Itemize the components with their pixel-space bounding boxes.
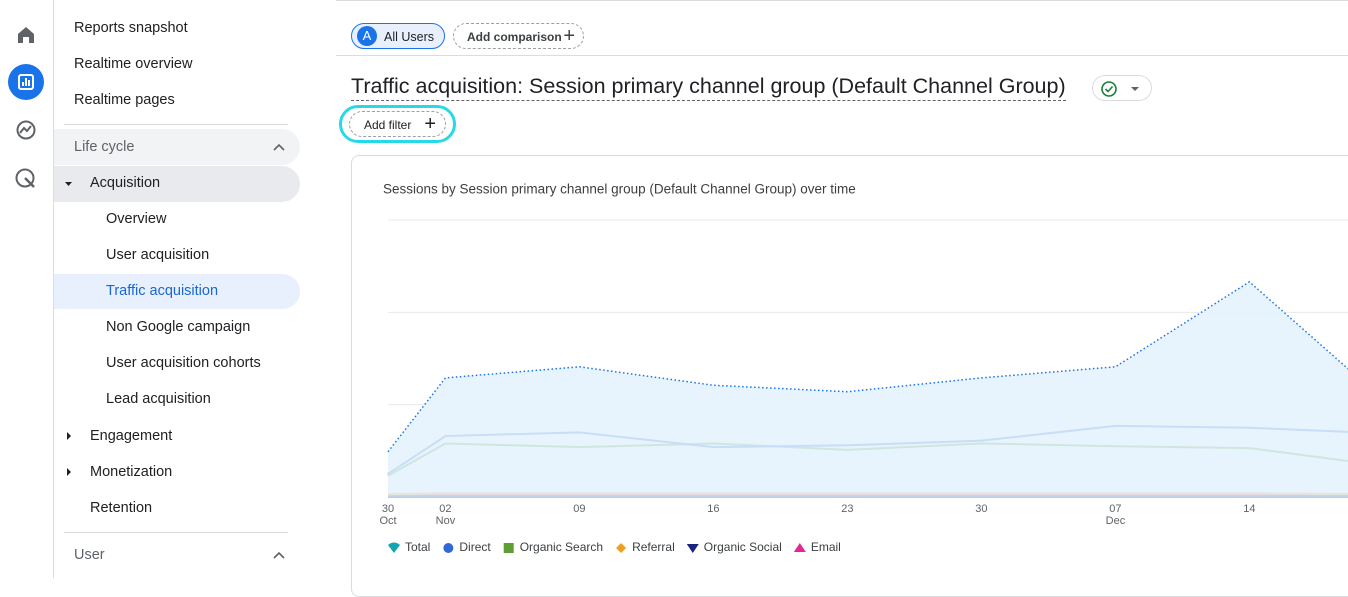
nav-item[interactable]: Overview — [106, 211, 167, 227]
nav-item[interactable]: Traffic acquisition — [106, 283, 219, 299]
nav-group[interactable]: Engagement — [90, 428, 173, 444]
x-tick-label: 14 — [1243, 503, 1255, 515]
legend-marker — [793, 543, 806, 552]
collapse-icon[interactable] — [272, 549, 286, 561]
legend: Total Direct Organic Search Referral Organic… — [388, 540, 841, 554]
section-title[interactable]: Life cycle — [74, 139, 135, 155]
reports-bars — [22, 78, 30, 86]
report-title[interactable]: Traffic acquisition: Session primary cha… — [351, 72, 1066, 101]
nav-item[interactable]: User acquisition — [106, 247, 210, 263]
add-comparison-label: Add comparison — [467, 30, 562, 44]
total-area — [388, 281, 1348, 497]
legend-marker — [503, 543, 514, 553]
expand-icon[interactable] — [65, 467, 73, 477]
plus-icon: + — [563, 25, 575, 47]
x-tick-label: 07 — [1109, 503, 1121, 515]
advertising-icon[interactable] — [15, 168, 35, 188]
add-filter-label: Add filter — [364, 118, 412, 132]
nav-item[interactable]: User acquisition cohorts — [106, 355, 261, 371]
separator — [64, 124, 288, 125]
nav-item[interactable]: Reports snapshot — [74, 20, 188, 36]
chart: Sessions by Session primary channel grou… — [379, 182, 1348, 554]
legend-label: Direct — [459, 540, 491, 554]
x-tick-label: Oct — [379, 515, 396, 527]
legend-marker — [616, 543, 627, 553]
section-bg — [54, 129, 300, 165]
x-tick-label: 30 — [382, 503, 394, 515]
add-filter[interactable]: Add filter + — [349, 111, 446, 137]
reports-glyph — [18, 74, 34, 90]
audience-badge: A — [357, 26, 377, 46]
legend-marker — [443, 543, 454, 553]
collapse-icon[interactable] — [272, 141, 286, 153]
status-icon — [1101, 81, 1139, 97]
series-line — [387, 280, 1348, 453]
legend-label: Organic Social — [704, 540, 782, 554]
nav-item[interactable]: Retention — [90, 500, 153, 516]
divider — [336, 55, 1348, 56]
legend-label: Referral — [632, 540, 675, 554]
section-title[interactable]: User — [74, 547, 105, 563]
legend-marker — [388, 542, 400, 553]
x-tick-label: Nov — [436, 515, 456, 527]
plus-icon: + — [424, 113, 436, 135]
advertising-glyph — [24, 177, 35, 188]
nav-item[interactable]: Realtime overview — [74, 56, 193, 72]
nav-item[interactable]: Realtime pages — [74, 92, 175, 108]
audience-chip[interactable]: A All Users — [351, 23, 445, 49]
chart-title: Sessions by Session primary channel grou… — [383, 182, 856, 197]
x-tick-label: 16 — [707, 503, 719, 515]
nav-group[interactable]: Monetization — [90, 464, 173, 480]
separator — [64, 532, 288, 533]
legend-label: Organic Search — [520, 540, 603, 554]
status-chip[interactable] — [1092, 75, 1152, 101]
expand-icon[interactable] — [65, 431, 73, 441]
legend-marker — [686, 544, 699, 553]
nav-group[interactable]: Acquisition — [90, 175, 161, 191]
x-tick-label: 30 — [975, 503, 987, 515]
audience-label: All Users — [384, 30, 435, 44]
expand-icon[interactable] — [64, 180, 74, 188]
rail-icons — [8, 27, 44, 188]
legend-label: Email — [811, 540, 841, 554]
highlight-ring — [339, 105, 456, 143]
explore-glyph — [19, 125, 32, 134]
x-tick-label: 23 — [841, 503, 853, 515]
x-tick-label: Dec — [1106, 515, 1126, 527]
x-tick-label: 09 — [573, 503, 585, 515]
add-comparison[interactable]: Add comparison + — [453, 23, 584, 49]
x-tick-label: 02 — [439, 503, 451, 515]
top-border — [336, 0, 1348, 1]
legend-label: Total — [405, 540, 430, 554]
selected-bg — [54, 274, 300, 309]
nav-item[interactable]: Non Google campaign — [106, 319, 251, 335]
group-bg — [54, 166, 300, 202]
nav-item[interactable]: Lead acquisition — [106, 391, 211, 407]
home-icon[interactable] — [18, 27, 34, 43]
left-rail — [0, 0, 54, 578]
explore-icon[interactable] — [16, 120, 36, 140]
